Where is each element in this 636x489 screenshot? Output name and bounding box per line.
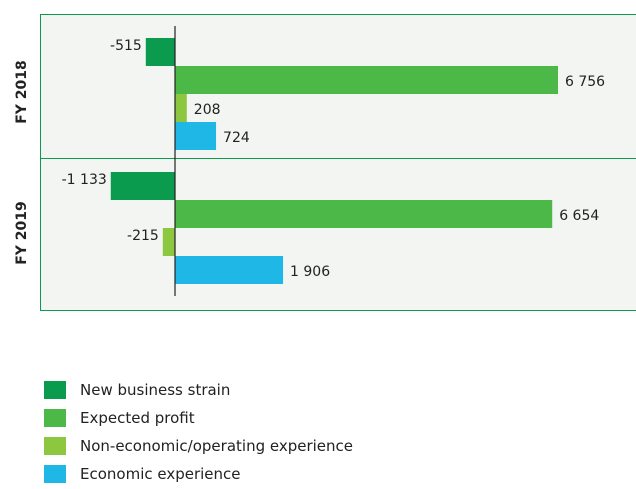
legend-item-non-economic-experience: Non-economic/operating experience: [44, 432, 353, 460]
bar-economic-experience-2019: [175, 256, 284, 284]
bar-new-business-strain-2019: [110, 172, 175, 200]
value-label-non-economic-operating-experience-2019: -215: [127, 228, 159, 244]
legend-item-expected-profit: Expected profit: [44, 404, 353, 432]
value-label-new-business-strain-2019: -1 133: [62, 172, 107, 188]
legend-swatch-new-business-strain: [44, 381, 66, 399]
bar-expected-profit-2019: [175, 200, 553, 228]
value-label-economic-experience-2018: 724: [223, 130, 250, 146]
value-label-expected-profit-2019: 6 654: [559, 208, 599, 224]
value-label-economic-experience-2019: 1 906: [290, 264, 330, 280]
legend-label-non-economic-experience: Non-economic/operating experience: [80, 437, 354, 455]
bar-non-economic-operating-experience-2018: [175, 94, 187, 122]
legend-item-new-business-strain: New business strain: [44, 376, 353, 404]
legend-label-economic-experience: Economic experience: [80, 465, 241, 483]
bar-new-business-strain-2018: [145, 38, 175, 66]
bar-non-economic-operating-experience-2019: [162, 228, 175, 256]
legend-label-expected-profit: Expected profit: [80, 409, 195, 427]
value-label-new-business-strain-2018: -515: [110, 38, 142, 54]
group-label-fy-2018: FY 2018: [14, 60, 30, 124]
group-label-fy-2019: FY 2019: [14, 201, 30, 265]
chart-legend: New business strain Expected profit Non-…: [44, 376, 353, 488]
legend-label-new-business-strain: New business strain: [80, 381, 231, 399]
legend-swatch-non-economic-experience: [44, 437, 66, 455]
bar-economic-experience-2018: [175, 122, 217, 150]
legend-swatch-expected-profit: [44, 409, 66, 427]
bar-expected-profit-2018: [175, 66, 558, 94]
legend-item-economic-experience: Economic experience: [44, 460, 353, 488]
value-label-non-economic-operating-experience-2018: 208: [194, 102, 221, 118]
value-label-expected-profit-2018: 6 756: [565, 74, 605, 90]
legend-swatch-economic-experience: [44, 465, 66, 483]
